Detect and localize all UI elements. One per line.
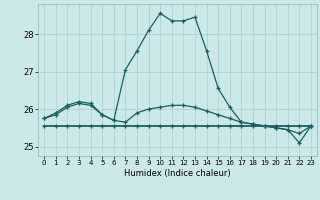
X-axis label: Humidex (Indice chaleur): Humidex (Indice chaleur)	[124, 169, 231, 178]
